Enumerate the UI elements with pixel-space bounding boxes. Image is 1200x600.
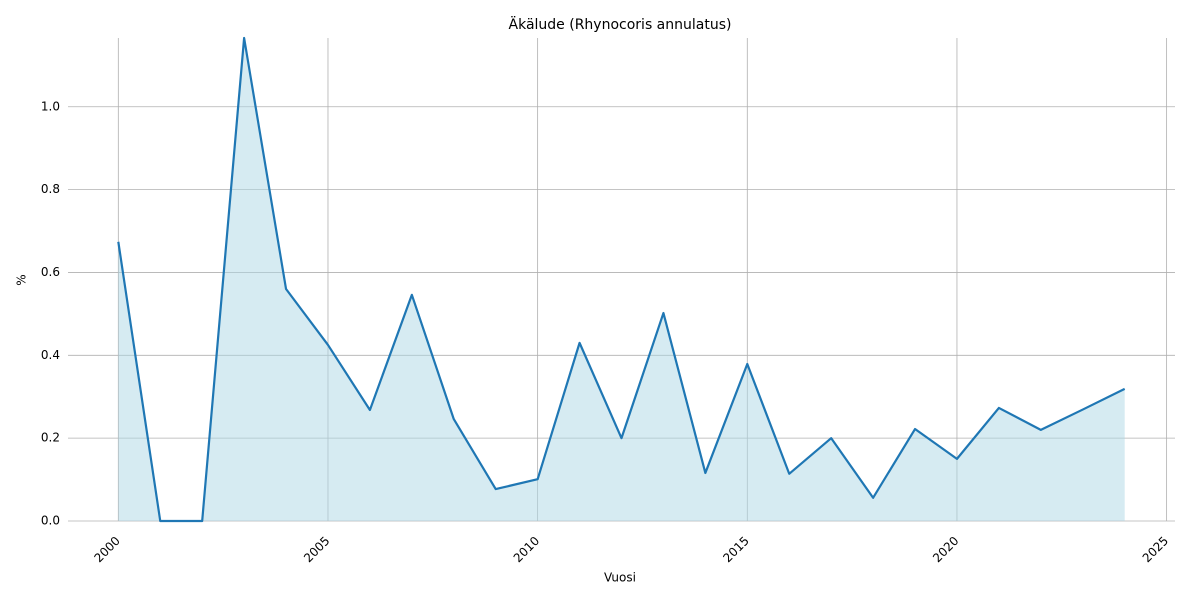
x-tick-label: 2020 bbox=[930, 534, 961, 565]
x-tick-label: 2005 bbox=[301, 534, 332, 565]
y-tick-label: 0.2 bbox=[41, 431, 60, 445]
x-tick-label: 2015 bbox=[720, 534, 751, 565]
x-tick-label: 2010 bbox=[511, 534, 542, 565]
y-tick-label: 0.6 bbox=[41, 265, 60, 279]
area bbox=[118, 38, 1125, 521]
y-tick-label: 1.0 bbox=[41, 99, 60, 113]
y-tick-label: 0.0 bbox=[41, 514, 60, 528]
chart-title: Äkälude (Rhynocoris annulatus) bbox=[509, 15, 732, 33]
y-tick-label: 0.4 bbox=[41, 348, 60, 362]
line bbox=[117, 36, 1126, 523]
y-tick-label: 0.8 bbox=[41, 182, 60, 196]
x-tick-label: 2000 bbox=[91, 534, 122, 565]
x-tick-label: 2025 bbox=[1140, 534, 1171, 565]
x-axis-label: Vuosi bbox=[604, 571, 636, 585]
y-axis-label: % bbox=[15, 274, 29, 285]
